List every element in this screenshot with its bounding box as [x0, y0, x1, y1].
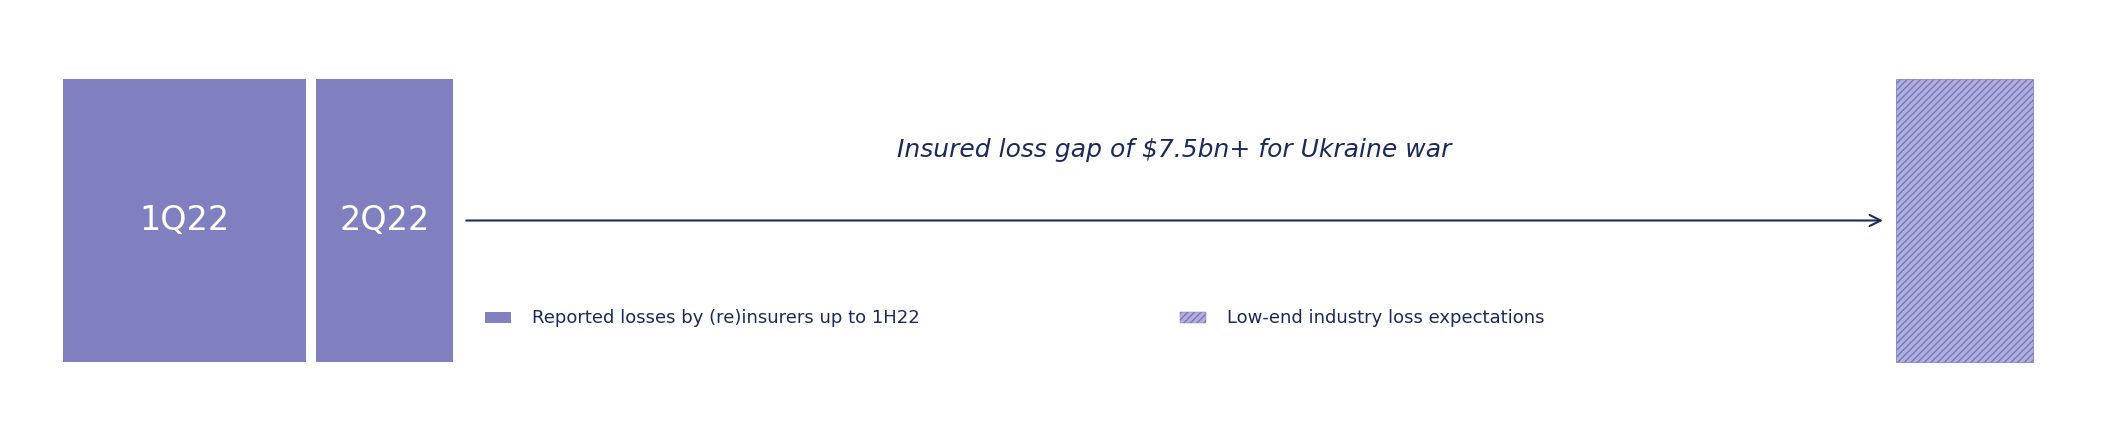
- FancyBboxPatch shape: [1180, 312, 1205, 323]
- FancyBboxPatch shape: [485, 312, 512, 323]
- FancyBboxPatch shape: [63, 79, 306, 362]
- Text: Reported losses by (re)insurers up to 1H22: Reported losses by (re)insurers up to 1H…: [531, 309, 921, 326]
- FancyBboxPatch shape: [1896, 79, 2033, 362]
- Text: 2Q22: 2Q22: [339, 204, 430, 237]
- FancyBboxPatch shape: [1896, 79, 2033, 362]
- FancyBboxPatch shape: [316, 79, 453, 362]
- Text: Insured loss gap of $7.5bn+ for Ukraine war: Insured loss gap of $7.5bn+ for Ukraine …: [898, 138, 1452, 162]
- Text: 1Q22: 1Q22: [139, 204, 230, 237]
- Text: Low-end industry loss expectations: Low-end industry loss expectations: [1226, 309, 1544, 326]
